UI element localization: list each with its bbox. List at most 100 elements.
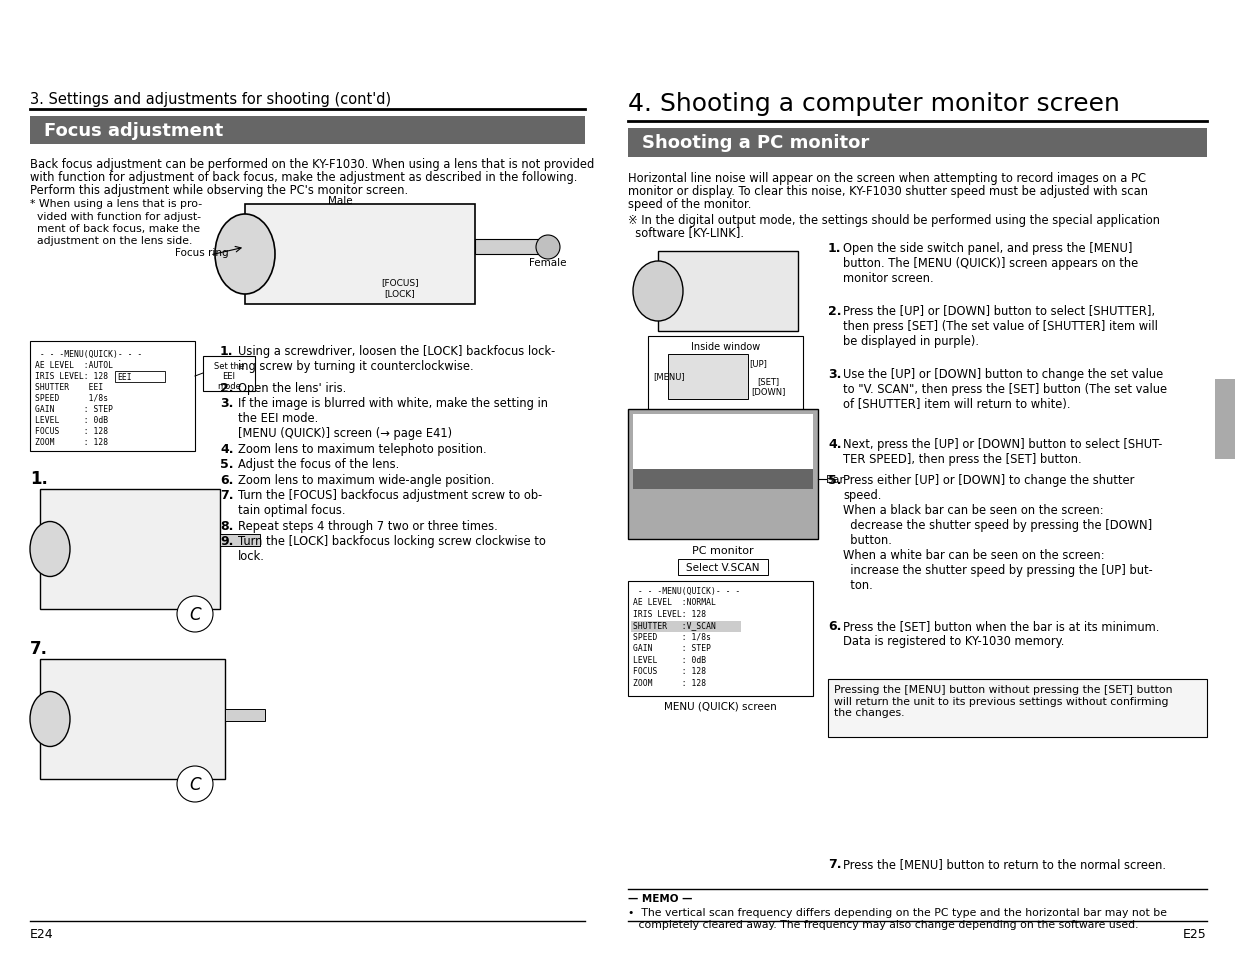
Circle shape [536,235,559,260]
Text: 4.: 4. [220,442,233,456]
Bar [30,117,585,145]
Text: with function for adjustment of back focus, make the adjustment as described in : with function for adjustment of back foc… [30,171,578,184]
Text: 2.: 2. [827,305,841,317]
Ellipse shape [30,692,70,747]
Text: If the image is blurred with white, make the setting in
the EEI mode.
[MENU (QUI: If the image is blurred with white, make… [238,396,548,439]
Text: speed of the monitor.: speed of the monitor. [629,198,751,211]
Text: GAIN      : STEP: GAIN : STEP [35,405,112,414]
Text: 5.: 5. [220,457,233,471]
Bar [1215,379,1235,459]
Text: Press the [SET] button when the bar is at its minimum.
Data is registered to KY-: Press the [SET] button when the bar is a… [844,619,1160,647]
Text: Horizontal line noise will appear on the screen when attempting to record images: Horizontal line noise will appear on the… [629,172,1146,185]
Text: 4. Shooting a computer monitor screen: 4. Shooting a computer monitor screen [629,91,1120,116]
Text: ※ In the digital output mode, the settings should be performed using the special: ※ In the digital output mode, the settin… [629,213,1160,227]
Text: 4.: 4. [827,437,841,451]
Text: Press either [UP] or [DOWN] to change the shutter
speed.
When a black bar can be: Press either [UP] or [DOWN] to change th… [844,474,1152,592]
Text: — MEMO —: — MEMO — [629,893,693,903]
Text: Focus ring: Focus ring [175,248,228,257]
Text: Next, press the [UP] or [DOWN] button to select [SHUT-
TER SPEED], then press th: Next, press the [UP] or [DOWN] button to… [844,437,1162,465]
Text: EEI: EEI [117,373,132,381]
Text: Adjust the focus of the lens.: Adjust the focus of the lens. [238,457,399,471]
Bar [631,620,741,632]
Bar [245,205,475,305]
Text: 1.: 1. [220,345,233,357]
Text: ment of back focus, make the: ment of back focus, make the [30,224,200,233]
Text: Pressing the [MENU] button without pressing the [SET] button
will return the uni: Pressing the [MENU] button without press… [834,684,1172,718]
Text: LEVEL     : 0dB: LEVEL : 0dB [634,656,706,664]
Text: [MENU]: [MENU] [653,372,684,380]
Text: Turn the [LOCK] backfocus locking screw clockwise to
lock.: Turn the [LOCK] backfocus locking screw … [238,535,546,562]
Text: 7.: 7. [220,489,233,501]
Bar [220,535,261,546]
Text: - - -MENU(QUICK)- - -: - - -MENU(QUICK)- - - [634,586,740,596]
Text: IRIS LEVEL: 128: IRIS LEVEL: 128 [634,609,706,618]
Text: Zoom lens to maximum telephoto position.: Zoom lens to maximum telephoto position. [238,442,487,456]
Text: Repeat steps 4 through 7 two or three times.: Repeat steps 4 through 7 two or three ti… [238,519,498,533]
Bar [629,410,818,539]
Text: 2.: 2. [220,381,233,395]
Text: Bar: Bar [826,475,845,484]
Text: * When using a lens that is pro-: * When using a lens that is pro- [30,199,203,209]
Text: GAIN      : STEP: GAIN : STEP [634,644,711,653]
Bar [827,679,1207,738]
Text: Back focus adjustment can be performed on the KY-F1030. When using a lens that i: Back focus adjustment can be performed o… [30,158,594,171]
Text: Press the [UP] or [DOWN] button to select [SHUTTER],
then press [SET] (The set v: Press the [UP] or [DOWN] button to selec… [844,305,1158,348]
Text: IRIS LEVEL: 128: IRIS LEVEL: 128 [35,372,109,380]
Text: 3.: 3. [220,396,233,410]
Text: Set the: Set the [214,361,245,371]
Text: Open the side switch panel, and press the [MENU]
button. The [MENU (QUICK)] scre: Open the side switch panel, and press th… [844,242,1139,285]
Text: [FOCUS]: [FOCUS] [382,277,419,287]
Bar [668,355,748,399]
Bar [225,709,266,721]
Text: Focus adjustment: Focus adjustment [44,122,224,140]
Bar [634,415,813,470]
Bar [203,356,254,392]
Text: E24: E24 [30,927,53,940]
Circle shape [177,597,212,633]
Text: Using a screwdriver, loosen the [LOCK] backfocus lock-
ing screw by turning it c: Using a screwdriver, loosen the [LOCK] b… [238,345,556,373]
Text: Press the [MENU] button to return to the normal screen.: Press the [MENU] button to return to the… [844,857,1166,870]
Bar [40,490,220,609]
Text: 3. Settings and adjustments for shooting (cont'd): 3. Settings and adjustments for shooting… [30,91,391,107]
Text: monitor or display. To clear this noise, KY-F1030 shutter speed must be adjusted: monitor or display. To clear this noise,… [629,185,1149,198]
Bar [634,470,813,490]
Text: ZOOM      : 128: ZOOM : 128 [634,679,706,687]
Text: 3.: 3. [827,368,841,380]
Text: SHUTTER   :V_SCAN: SHUTTER :V_SCAN [634,620,716,630]
Text: C: C [189,605,201,623]
Text: [LOCK]: [LOCK] [384,289,415,297]
Circle shape [177,766,212,802]
Text: SPEED      1/8s: SPEED 1/8s [35,394,109,402]
Bar [475,240,545,254]
Text: 1.: 1. [827,242,841,254]
Bar [629,129,1207,158]
Text: [DOWN]: [DOWN] [751,387,785,395]
Text: [UP]: [UP] [750,358,767,368]
Text: adjustment on the lens side.: adjustment on the lens side. [30,236,193,246]
Text: FOCUS     : 128: FOCUS : 128 [634,667,706,676]
Bar [634,490,813,535]
Text: SPEED     : 1/8s: SPEED : 1/8s [634,633,711,641]
Text: 9.: 9. [220,535,233,547]
Bar [40,659,225,780]
Text: software [KY-LINK].: software [KY-LINK]. [629,226,743,239]
Bar [658,252,798,332]
Text: Zoom lens to maximum wide-angle position.: Zoom lens to maximum wide-angle position… [238,474,494,486]
Text: AE LEVEL  :NORMAL: AE LEVEL :NORMAL [634,598,716,607]
Text: PC monitor: PC monitor [692,545,753,556]
Text: SHUTTER    EEI: SHUTTER EEI [35,382,104,392]
Ellipse shape [30,522,70,577]
Text: Perform this adjustment while observing the PC's monitor screen.: Perform this adjustment while observing … [30,184,408,196]
Text: 1.: 1. [30,470,48,488]
Text: LEVEL     : 0dB: LEVEL : 0dB [35,416,109,424]
Text: AE LEVEL  :AUTOL: AE LEVEL :AUTOL [35,360,112,370]
Bar [678,559,768,576]
Text: - - -MENU(QUICK)- - -: - - -MENU(QUICK)- - - [35,350,142,358]
Text: EEI: EEI [222,372,236,380]
Text: FOCUS     : 128: FOCUS : 128 [35,427,109,436]
Text: Inside window: Inside window [690,341,760,352]
Text: Turn the [FOCUS] backfocus adjustment screw to ob-
tain optimal focus.: Turn the [FOCUS] backfocus adjustment sc… [238,489,542,517]
Ellipse shape [634,262,683,322]
Text: MENU (QUICK) screen: MENU (QUICK) screen [664,701,777,711]
Text: Open the lens' iris.: Open the lens' iris. [238,381,346,395]
